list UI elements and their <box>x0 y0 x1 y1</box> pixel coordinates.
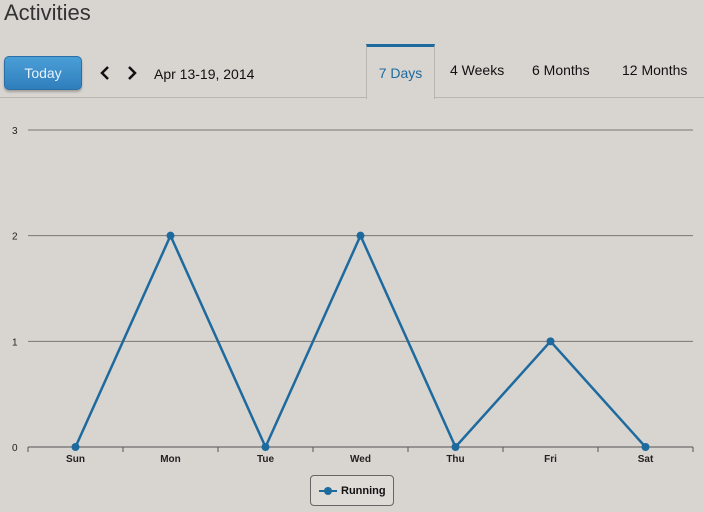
legend-marker-icon <box>319 486 337 495</box>
x-tick-label: Fri <box>544 454 557 465</box>
today-button[interactable]: Today <box>4 56 82 90</box>
chart-legend[interactable]: Running <box>310 475 394 506</box>
y-tick-label: 1 <box>12 337 18 348</box>
y-tick-label: 0 <box>12 443 18 454</box>
y-tick-label: 2 <box>12 232 18 243</box>
data-point <box>166 231 175 240</box>
date-range-label: Apr 13-19, 2014 <box>154 66 255 82</box>
x-tick-label: Thu <box>446 454 464 465</box>
data-point <box>451 443 460 451</box>
tab-4-weeks[interactable]: 4 Weeks <box>450 62 505 78</box>
y-tick-label: 3 <box>12 126 18 137</box>
legend-label-running: Running <box>341 484 386 497</box>
data-point <box>641 443 650 451</box>
tab-12-months[interactable]: 12 Months <box>622 62 688 78</box>
tabs-divider <box>0 97 704 98</box>
activity-line-chart: 0 1 2 3 Sun Mon Tue Wed Thu Fri Sat <box>12 126 694 465</box>
tab-6-months[interactable]: 6 Months <box>532 62 590 78</box>
x-tick-label: Sat <box>638 454 654 465</box>
x-tick-label: Tue <box>257 454 274 465</box>
x-tick-label: Sun <box>66 454 85 465</box>
page-title: Activities <box>4 0 91 25</box>
x-tick-label: Wed <box>350 454 371 465</box>
x-tick-label: Mon <box>160 454 181 465</box>
chevron-right-icon[interactable] <box>124 63 140 83</box>
data-point <box>546 337 555 346</box>
tab-7-days[interactable]: 7 Days <box>366 44 435 99</box>
tab-label: 7 Days <box>378 65 423 81</box>
chevron-left-icon[interactable] <box>97 63 113 83</box>
data-point <box>261 443 270 451</box>
data-point <box>71 443 80 451</box>
data-point <box>356 231 365 240</box>
